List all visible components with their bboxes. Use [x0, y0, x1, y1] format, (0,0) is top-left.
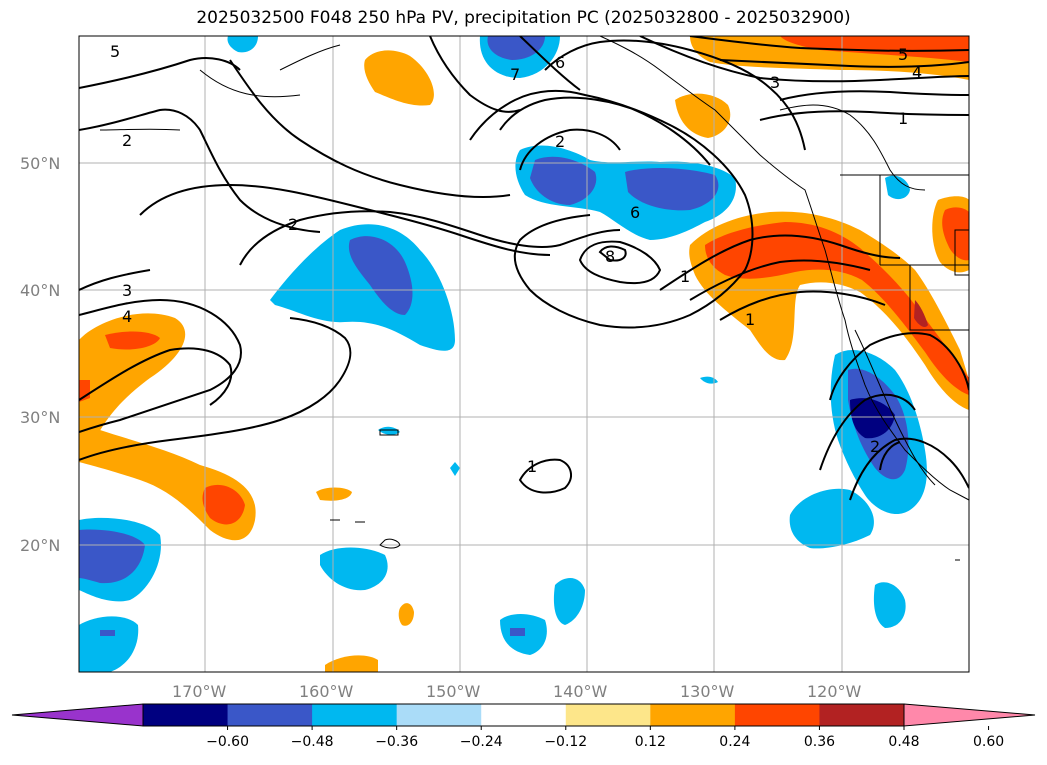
colorbar-tick-label: −0.36: [375, 734, 418, 750]
colorbar-tick-label: −0.12: [544, 734, 587, 750]
contour-label: 3: [122, 281, 132, 300]
contour-label: 1: [898, 109, 908, 128]
colorbar-swatch: [312, 704, 398, 726]
contour-label: 6: [630, 203, 640, 222]
precip-positive-north: [364, 36, 969, 138]
colorbar-swatch: [396, 704, 482, 726]
precip-negative-gulf: [227, 36, 736, 240]
colorbar-tick-label: 0.48: [888, 734, 919, 750]
contour-label: 5: [898, 45, 908, 64]
lat-label: 30°N: [20, 408, 60, 427]
lon-label: 140°W: [553, 682, 608, 701]
contour-label: 2: [555, 132, 565, 151]
colorbar-swatch: [227, 704, 313, 726]
contour-label: 1: [680, 267, 690, 286]
coastlines: [99, 36, 969, 561]
lat-label: 50°N: [20, 154, 60, 173]
colorbar-tick-label: 0.60: [973, 734, 1004, 750]
contour-label-group: 5 2 2 3 4 7 6 2 6 8 1 1 5 4 3 1 1 2: [110, 42, 922, 476]
contour-label: 2: [870, 437, 880, 456]
colorbar-swatch: [734, 704, 820, 726]
contour-label: 7: [510, 65, 520, 84]
colorbar-frame: [142, 703, 905, 727]
colorbar-swatch: [143, 704, 229, 726]
colorbar-swatch: [481, 704, 567, 726]
colorbar-tick-label: 0.24: [719, 734, 750, 750]
contour-label: 3: [770, 73, 780, 92]
lon-label: 170°W: [172, 682, 227, 701]
contour-label: 8: [605, 247, 615, 266]
colorbar-ticks: −0.60 −0.48 −0.36 −0.24 −0.12 0.12 0.24 0.36 0.4…: [206, 726, 1004, 750]
contour-label: 2: [122, 131, 132, 150]
plot-background: [79, 36, 969, 672]
precip-positive-coast: [689, 196, 969, 410]
plot-frame: [78, 35, 970, 673]
contour-label: 4: [122, 307, 132, 326]
lon-label: 120°W: [807, 682, 862, 701]
graticule: [79, 36, 969, 672]
contour-label: 5: [110, 42, 120, 61]
colorbar-tick-label: −0.60: [206, 734, 249, 750]
colorbar-extend-max: [903, 703, 1036, 727]
colorbar-tick-label: −0.24: [460, 734, 503, 750]
pv-contours: [79, 36, 969, 501]
lon-label: 150°W: [426, 682, 481, 701]
lat-labels: 50°N 40°N 30°N 20°N: [20, 154, 60, 555]
contour-label: 1: [527, 457, 537, 476]
lat-label: 40°N: [20, 281, 60, 300]
colorbar-tick-label: −0.48: [291, 734, 334, 750]
contour-label: 1: [745, 310, 755, 329]
lon-labels: 170°W 160°W 150°W 140°W 130°W 120°W: [172, 682, 862, 701]
colorbar-extend-min: [11, 703, 144, 727]
colorbar-swatch: [819, 704, 905, 726]
shading-layer: 5 2 2 3 4 7 6 2 6 8 1 1 5 4 3 1 1 2: [79, 36, 969, 672]
precip-negative-central: [270, 224, 455, 351]
colorbar-swatch: [650, 704, 736, 726]
colorbar-tick-label: 0.36: [804, 734, 835, 750]
precip-small-blobs: [100, 376, 718, 672]
map-title: 2025032500 F048 250 hPa PV, precipitatio…: [196, 8, 851, 28]
colorbar-tick-label: 0.12: [635, 734, 666, 750]
precip-positive-west: [79, 313, 256, 541]
colorbar-swatch: [565, 704, 651, 726]
lat-label: 20°N: [20, 536, 60, 555]
lon-label: 130°W: [680, 682, 735, 701]
colorbar: [11, 703, 1036, 727]
contour-label: 6: [555, 53, 565, 72]
lon-label: 160°W: [299, 682, 354, 701]
contour-label: 4: [912, 63, 922, 82]
contour-label: 2: [288, 215, 298, 234]
precip-negative-west: [79, 517, 161, 672]
